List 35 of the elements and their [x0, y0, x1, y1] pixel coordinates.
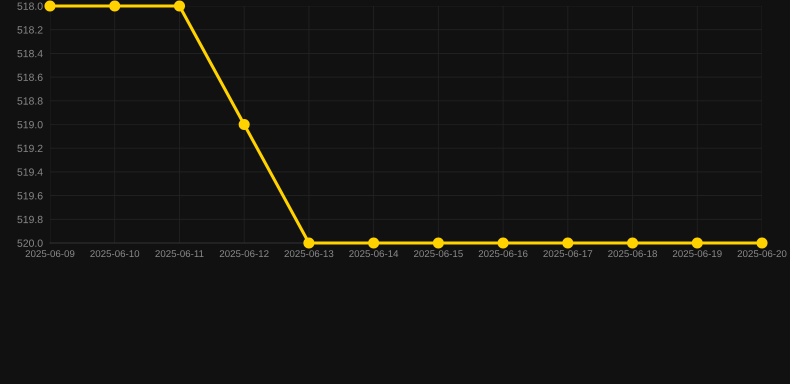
x-tick-label: 2025-06-19: [672, 250, 722, 258]
x-tick-label: 2025-06-13: [284, 250, 334, 258]
point: [756, 237, 768, 249]
y-tick-label: 518.4: [17, 50, 43, 58]
point: [692, 237, 703, 249]
point: [44, 0, 56, 12]
y-tick-label: 518.2: [17, 26, 43, 34]
point: [174, 0, 186, 12]
x-tick-label: 2025-06-12: [220, 250, 269, 258]
y-tick-label: 519.0: [17, 121, 43, 128]
y-tick-label: 520.0: [17, 240, 43, 247]
x-tick-label: 2025-06-16: [478, 250, 528, 258]
x-tick-label: 2025-06-17: [543, 250, 592, 258]
point: [238, 118, 250, 130]
point: [109, 0, 120, 12]
x-tick-label: 2025-06-15: [414, 250, 463, 258]
point: [498, 237, 509, 249]
point: [626, 237, 638, 249]
x-tick-label: 2025-06-14: [349, 250, 398, 258]
point: [432, 237, 444, 249]
y-tick-label: 518.6: [17, 74, 43, 81]
x-tick-label: 2025-06-11: [155, 250, 204, 258]
x-tick-label: 2025-06-10: [90, 250, 140, 258]
y-tick-label: 519.2: [17, 144, 43, 152]
x-tick-label: 2025-06-09: [26, 250, 74, 258]
point: [303, 237, 314, 249]
y-tick-label: 519.8: [17, 216, 43, 224]
point: [368, 237, 380, 249]
y-tick-label: 519.6: [17, 192, 43, 200]
point: [562, 237, 574, 249]
y-tick-label: 519.4: [17, 168, 43, 176]
x-tick-label: 2025-06-20: [738, 250, 786, 258]
x-tick-label: 2025-06-18: [608, 250, 657, 258]
y-tick-label: 518.0: [17, 2, 43, 10]
y-tick-label: 518.8: [17, 97, 43, 105]
